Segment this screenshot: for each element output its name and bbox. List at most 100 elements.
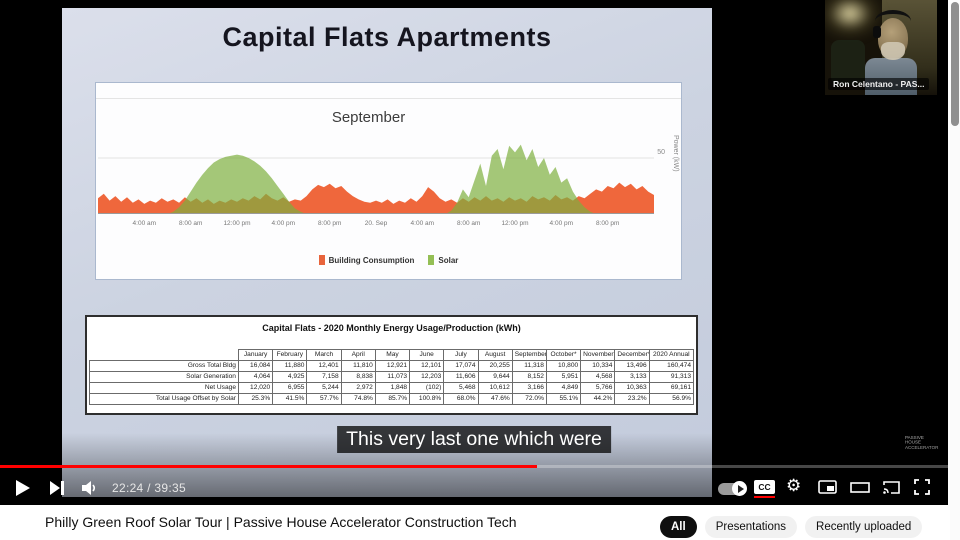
table-cell: 5,766: [580, 382, 616, 394]
x-axis-label: 8:00 am: [456, 220, 481, 227]
table-annual-cell: 91,313: [648, 371, 695, 383]
table-annual-cell: 56.9%: [648, 393, 695, 405]
x-axis-labels: 4:00 am 8:00 am 12:00 pm 4:00 pm 8:00 pm 20. …: [98, 220, 654, 232]
table-row-label: Net Usage: [89, 382, 239, 394]
energy-chart-panel: September 50 Power (kW) 4:00 am 8:00 am 12…: [95, 82, 682, 280]
webcam-name-label: Ron Celentano - PAS...: [828, 78, 930, 90]
progress-played: [0, 465, 537, 468]
video-title[interactable]: Philly Green Roof Solar Tour | Passive H…: [45, 514, 517, 530]
table-cell: 5,244: [306, 382, 342, 394]
table-cell: 13,496: [614, 360, 650, 372]
filter-chips: All Presentations Recently uploaded: [660, 516, 923, 538]
chip-presentations[interactable]: Presentations: [704, 516, 798, 538]
miniplayer-button[interactable]: [818, 480, 837, 494]
miniplayer-icon: [818, 480, 837, 494]
table-cell: 47.6%: [477, 393, 513, 405]
table-row: Solar Generation 4,064 4,925 7,158 8,838 11,0…: [89, 371, 695, 383]
cast-icon: [883, 481, 900, 494]
y-axis-title: Power (kW): [672, 135, 679, 172]
table-cell: 68.0%: [443, 393, 479, 405]
energy-table-panel: Capital Flats - 2020 Monthly Energy Usag…: [85, 315, 698, 415]
table-row-label: Solar Generation: [89, 371, 239, 383]
theater-icon: [850, 482, 870, 493]
theater-mode-button[interactable]: [850, 482, 870, 493]
slide-title: Capital Flats Apartments: [222, 22, 552, 52]
volume-button[interactable]: [82, 481, 100, 495]
table-month-header: February: [272, 349, 308, 361]
watermark-line: ACCELERATOR: [905, 445, 939, 450]
chip-all[interactable]: All: [660, 516, 697, 538]
table-annual-cell: 160,474: [648, 360, 695, 372]
play-icon: [16, 480, 30, 496]
table-cell: 4,064: [237, 371, 274, 383]
table-month-header: September: [511, 349, 547, 361]
table-cell: 100.8%: [409, 393, 445, 405]
table-row: Net Usage 12,020 6,955 5,244 2,972 1,848 (102)…: [89, 382, 695, 394]
table-annual-cell: 69,161: [648, 382, 695, 394]
table-cell: 4,925: [272, 371, 308, 383]
chart-title: September: [331, 109, 406, 126]
webcam-chair: [831, 40, 865, 85]
table-cell: 3,166: [511, 382, 547, 394]
scrollbar-thumb[interactable]: [951, 2, 959, 126]
table-cell: 12,401: [306, 360, 342, 372]
table-cell: 3,133: [614, 371, 650, 383]
x-axis-label: 8:00 pm: [317, 220, 342, 227]
table-cell: 10,612: [477, 382, 513, 394]
cc-active-underline: [754, 496, 775, 498]
captions-button[interactable]: CC: [754, 480, 775, 498]
table-row-label: Gross Total Bldg: [89, 360, 239, 372]
table-cell: 5,468: [443, 382, 479, 394]
x-axis-label: 4:00 am: [410, 220, 435, 227]
x-axis-label: 8:00 am: [178, 220, 203, 227]
table-cell: (102): [409, 382, 445, 394]
chart-top-gridline: [96, 98, 681, 99]
x-axis-label: 4:00 pm: [271, 220, 296, 227]
solar-swatch-icon: [428, 255, 435, 265]
table-cell: 9,644: [477, 371, 513, 383]
table-month-header: November*: [580, 349, 616, 361]
table-corner-cell: [90, 350, 239, 361]
legend-item-solar: Solar: [428, 255, 458, 265]
table-cell: 7,158: [306, 371, 342, 383]
table-month-header: June: [409, 349, 445, 361]
page-scrollbar[interactable]: [950, 0, 960, 540]
table-cell: 11,810: [340, 360, 376, 372]
table-cell: 74.8%: [340, 393, 376, 405]
table-cell: 10,363: [614, 382, 650, 394]
table-cell: 6,955: [272, 382, 308, 394]
x-axis-label: 4:00 am: [132, 220, 157, 227]
table-cell: 11,318: [511, 360, 547, 372]
webcam-person-beard: [881, 42, 905, 60]
table-title: Capital Flats - 2020 Monthly Energy Usag…: [262, 323, 521, 333]
table-cell: 55.1%: [545, 393, 582, 405]
legend-label-consumption: Building Consumption: [328, 255, 415, 265]
table-cell: 72.0%: [511, 393, 547, 405]
fullscreen-button[interactable]: [914, 479, 930, 495]
presentation-slide: Capital Flats Apartments September 50 Po…: [62, 8, 712, 497]
x-axis-label: 20. Sep: [364, 220, 388, 227]
cc-icon: CC: [754, 480, 775, 494]
table-cell: 12,101: [409, 360, 445, 372]
table-cell: 5,951: [545, 371, 582, 383]
table-cell: 44.2%: [580, 393, 616, 405]
settings-button[interactable]: ⚙: [786, 476, 802, 495]
table-cell: 1,848: [374, 382, 411, 394]
table-month-header: July: [443, 349, 479, 361]
table-cell: 10,334: [580, 360, 616, 372]
autoplay-toggle[interactable]: [718, 481, 747, 496]
video-player[interactable]: Capital Flats Apartments September 50 Po…: [0, 0, 948, 505]
cast-button[interactable]: [882, 480, 901, 495]
player-controls: 22:24 / 39:35 CC ⚙: [0, 474, 948, 502]
table-cell: 10,800: [545, 360, 582, 372]
webcam-overlay: Ron Celentano - PAS...: [825, 0, 937, 95]
table-cell: 11,880: [272, 360, 308, 372]
table-cell: 8,838: [340, 371, 376, 383]
next-button[interactable]: [50, 481, 66, 495]
table-month-header: March: [306, 349, 342, 361]
fullscreen-icon: [914, 479, 930, 495]
progress-bar[interactable]: [0, 465, 948, 468]
chip-recently-uploaded[interactable]: Recently uploaded: [805, 516, 923, 538]
play-button[interactable]: [16, 480, 30, 496]
